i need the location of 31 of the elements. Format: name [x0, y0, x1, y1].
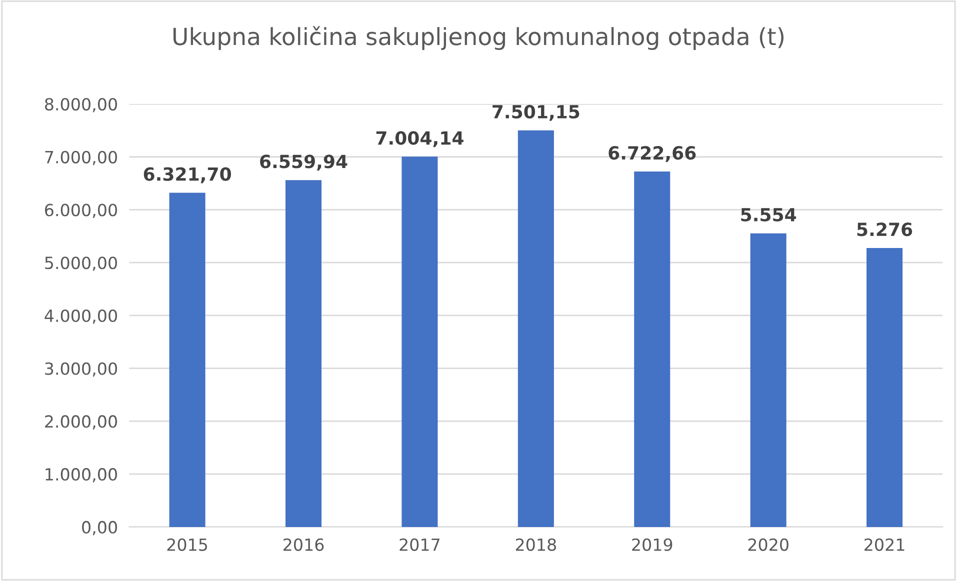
data-label: 6.722,66 [608, 146, 696, 162]
y-tick-label: 1.000,00 [46, 468, 117, 482]
x-tick-label: 2015 [167, 538, 208, 551]
chart-title: Ukupna količina sakupljenog komunalnog otpada (t) [174, 26, 784, 50]
bar [169, 192, 206, 527]
data-label: 7.501,15 [492, 104, 580, 121]
y-tick-label: 0,00 [82, 520, 117, 536]
bar [750, 233, 786, 527]
y-tick-label: 8.000,00 [44, 98, 117, 112]
data-label: 6.321,70 [144, 167, 231, 184]
x-tick-label: 2021 [864, 538, 904, 551]
y-tick-label: 7.000,00 [45, 150, 117, 166]
y-tick-label: 6.000,00 [45, 204, 117, 218]
bar [402, 156, 438, 527]
data-label: 5.554 [741, 208, 796, 222]
data-label: 6.559,94 [260, 154, 348, 171]
y-tick-label: 4.000,00 [44, 309, 117, 324]
data-label: 5.276 [857, 222, 912, 236]
y-tick-label: 3.000,00 [45, 362, 117, 377]
bar [866, 248, 903, 527]
x-tick-label: 2019 [632, 538, 672, 551]
bar [518, 130, 554, 527]
x-tick-label: 2018 [516, 538, 556, 551]
x-tick-label: 2020 [748, 538, 788, 551]
x-tick-label: 2016 [284, 538, 324, 551]
y-tick-label: 2.000,00 [45, 415, 117, 430]
y-tick-label: 5.000,00 [45, 256, 117, 271]
x-tick-label: 2017 [400, 538, 440, 551]
bar [285, 180, 322, 527]
bar [634, 172, 670, 527]
data-label: 7.004,14 [376, 131, 464, 148]
